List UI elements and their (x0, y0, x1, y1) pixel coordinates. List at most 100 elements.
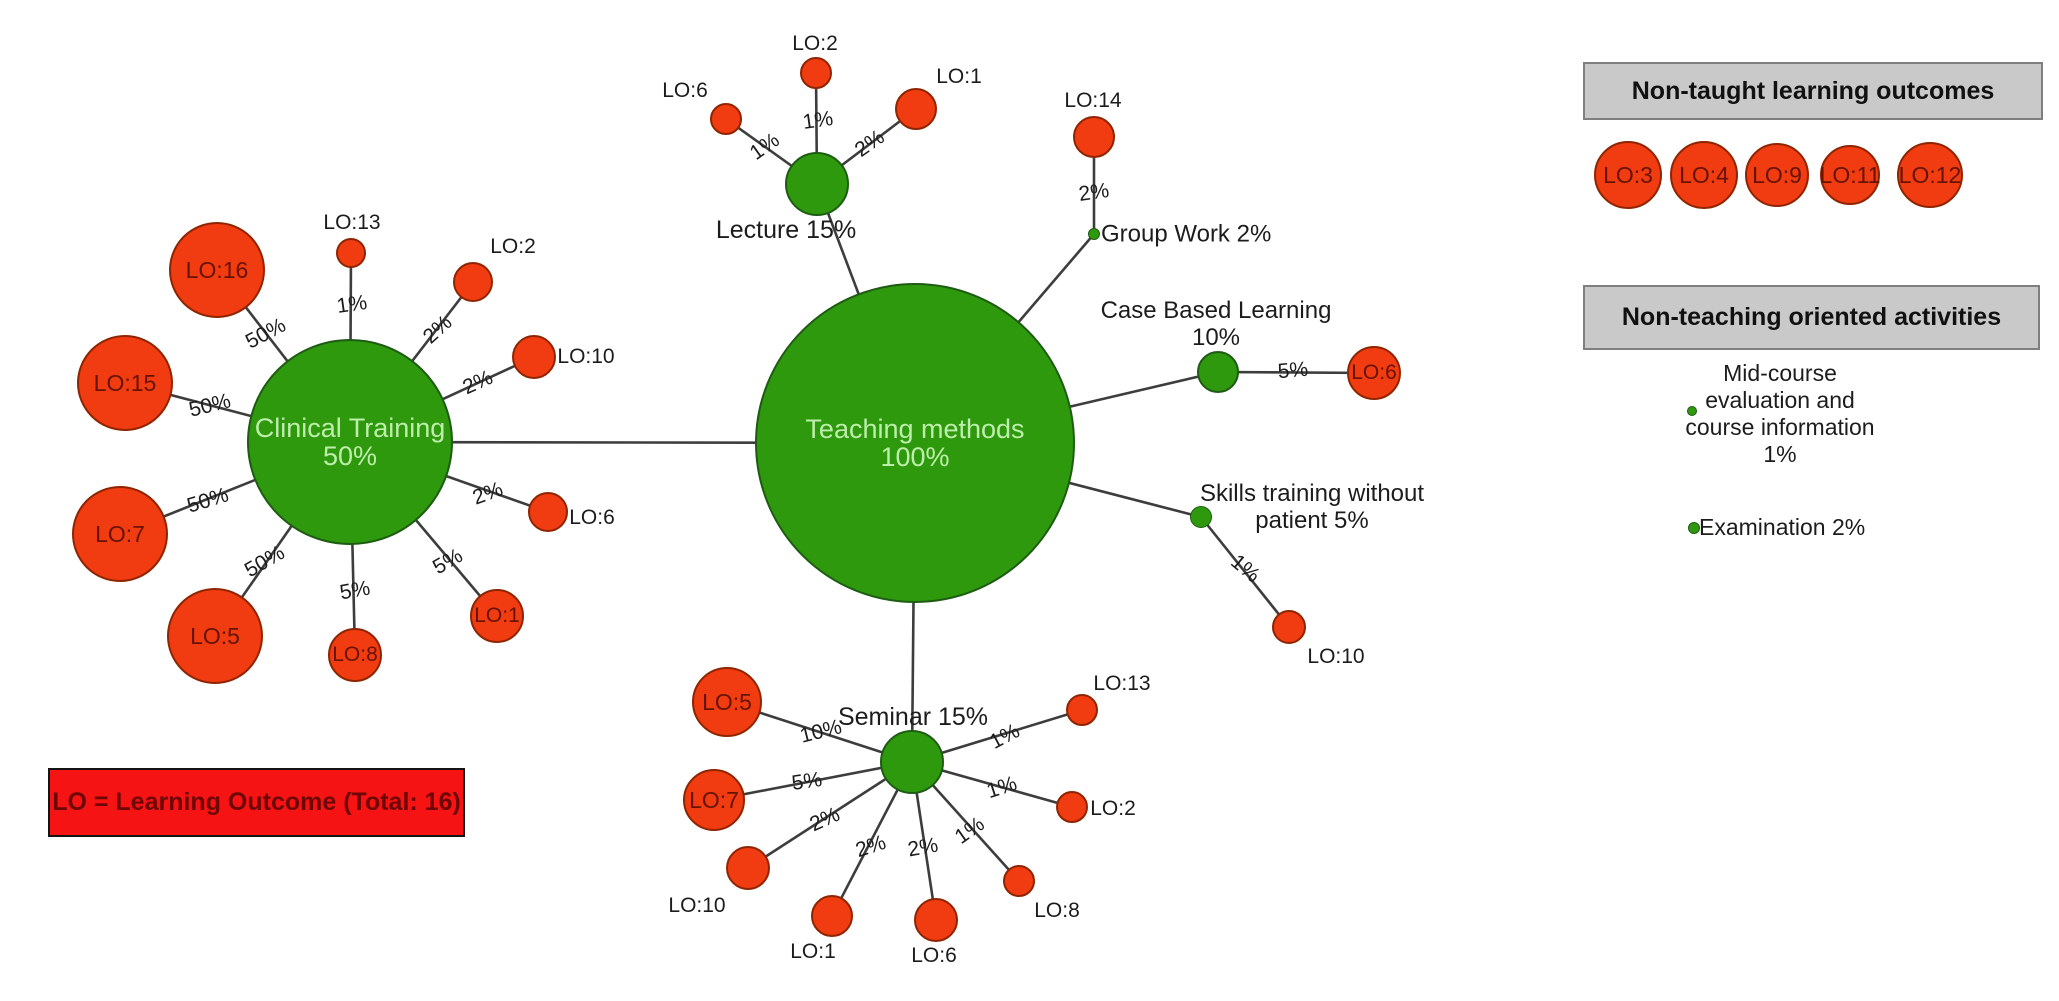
node-seminar (880, 730, 944, 794)
node-lo6cbl: LO:6 (1347, 346, 1401, 400)
label-lo10L: LO:10 (557, 345, 614, 369)
node-lo10L (512, 335, 556, 379)
node-label-lo5s: LO:5 (702, 688, 752, 715)
node-lo1L: LO:1 (470, 589, 524, 643)
node-lo4leg: LO:4 (1670, 141, 1738, 209)
edge-label-clinical-lo15: 50% (186, 389, 234, 422)
midcourse-line-4: 1% (1763, 441, 1797, 467)
node-lo13L (336, 238, 366, 268)
node-lo5s: LO:5 (692, 667, 762, 737)
edge-label-clinical-lo7L: 50% (184, 483, 232, 518)
node-label-clinical: Clinical Training 50% (254, 412, 446, 471)
node-lo6lec (710, 103, 742, 135)
edge-label-clinical-lo5L: 50% (240, 541, 289, 583)
label-lo6s: LO:6 (911, 944, 957, 968)
edge-label-clinical-lo10L: 2% (459, 365, 497, 400)
label-line-groupdot: Group Work 2% (1101, 220, 1272, 248)
node-lo14 (1073, 116, 1115, 158)
label-seminar: Seminar 15% (838, 703, 988, 731)
node-lo5L: LO:5 (167, 588, 263, 684)
label-line-lo2L: LO:2 (490, 235, 536, 259)
non-teaching-activities-header: Non-teaching oriented activities (1583, 285, 2040, 350)
edge-label-seminar-lo8s: 1% (950, 812, 989, 849)
node-lo2s (1056, 791, 1088, 823)
edge-label-clinical-lo6L: 2% (469, 477, 507, 510)
label-line-lecture: Lecture 15% (715, 215, 857, 244)
node-lo10s (726, 846, 770, 890)
label-cbl: Case Based Learning 10% (1101, 297, 1332, 351)
edge-label-clinical-lo16: 50% (241, 313, 290, 354)
label-lo2lec: LO:2 (792, 32, 838, 56)
label-groupdot: Group Work 2% (1101, 220, 1271, 247)
edge-label-seminar-lo2s: 1% (983, 771, 1020, 804)
node-lo12leg: LO:12 (1897, 142, 1963, 208)
node-lo7L: LO:7 (72, 486, 168, 582)
label-lecture: Lecture 15% (716, 216, 856, 244)
node-label-lo6cbl: LO:6 (1351, 360, 1397, 384)
label-lo13s: LO:13 (1093, 672, 1150, 696)
node-lo1s (811, 895, 853, 937)
label-line-lo1lec: LO:1 (936, 65, 982, 89)
node-lo9leg: LO:9 (1745, 143, 1809, 207)
node-lo16: LO:16 (169, 222, 265, 318)
node-skillsdot (1190, 506, 1212, 528)
edge-label-lecture-lo1lec: 2% (850, 125, 889, 162)
node-lo2lec (800, 57, 832, 89)
edge-label-seminar-lo5s: 10% (797, 715, 845, 748)
node-label-lo8L: LO:8 (332, 642, 378, 666)
label-line-lo2s: LO:2 (1090, 797, 1136, 821)
node-lecture (785, 152, 849, 216)
node-lo6s (914, 898, 958, 942)
node-lo6L (528, 492, 568, 532)
examination-label: Examination 2% (1699, 514, 1866, 540)
label-line-lo6s: LO:6 (911, 944, 957, 968)
edge-label-seminar-lo1s: 2% (852, 830, 889, 863)
label-lo1lec: LO:1 (936, 65, 982, 89)
label-line-lo6lec: LO:6 (662, 79, 708, 103)
label-line-cbl: Case Based Learning (1100, 296, 1332, 324)
node-teaching: Teaching methods 100% (755, 283, 1075, 603)
node-lo15: LO:15 (77, 335, 173, 431)
non-teaching-activities-title: Non-teaching oriented activities (1621, 303, 2002, 331)
label-lo14: LO:14 (1064, 89, 1121, 113)
edge-label-skillsdot-lo10sk: 1% (1226, 550, 1265, 588)
edge-label-clinical-lo13L: 1% (335, 291, 369, 319)
node-lo1lec (895, 88, 937, 130)
label-lo10sk: LO:10 (1307, 645, 1364, 669)
node-label-lo16: LO:16 (185, 256, 249, 283)
node-clinical: Clinical Training 50% (247, 339, 453, 545)
edge-label-seminar-lo13s: 1% (985, 719, 1024, 754)
node-label-teaching: 100% (880, 442, 950, 472)
edge-label-groupdot-lo14: 2% (1077, 179, 1111, 207)
label-line-lo13L: LO:13 (323, 211, 381, 235)
midcourse-line-2: evaluation and (1705, 387, 1855, 413)
label-line-lo13s: LO:13 (1093, 672, 1151, 696)
label-line-skillsdot: Skills training without (1199, 479, 1425, 507)
node-lo8s (1003, 865, 1035, 897)
label-lo2L: LO:2 (490, 235, 536, 259)
label-lo8s: LO:8 (1034, 899, 1080, 923)
label-line-lo10L: LO:10 (557, 345, 615, 369)
node-lo13s (1066, 694, 1098, 726)
label-lo6lec: LO:6 (662, 79, 708, 103)
non-taught-outcomes-header: Non-taught learning outcomes (1583, 62, 2043, 120)
label-line-skillsdot: patient 5% (1255, 507, 1369, 534)
edge-label-clinical-lo2L: 2% (418, 310, 457, 349)
label-lo10s: LO:10 (668, 894, 725, 918)
label-line-lo14: LO:14 (1064, 89, 1122, 113)
label-line-lo2lec: LO:2 (792, 32, 838, 56)
edge-label-seminar-lo6s: 2% (905, 833, 940, 862)
midcourse-line-1: Mid-course (1723, 360, 1837, 386)
edge-label-clinical-lo1L: 5% (428, 544, 467, 580)
node-label-lo7L: LO:7 (95, 520, 145, 547)
midcourse-dot-icon (1687, 406, 1697, 416)
node-lo11leg: LO:11 (1820, 145, 1880, 205)
node-lo8L: LO:8 (328, 628, 382, 682)
label-line-cbl: 10% (1191, 324, 1241, 351)
edge-label-clinical-lo8L: 5% (337, 576, 372, 605)
node-lo10sk (1272, 610, 1306, 644)
node-lo2L (453, 262, 493, 302)
label-lo6L: LO:6 (569, 506, 615, 530)
node-label-lo12leg: LO:12 (1898, 161, 1962, 188)
